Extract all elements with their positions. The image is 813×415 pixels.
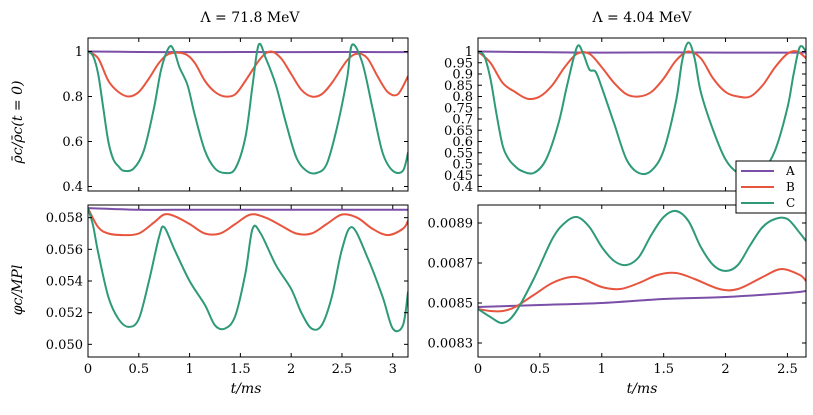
xlabel-right: t/ms [627,381,658,397]
y-tick-label: 1 [75,45,83,60]
legend: ABC [735,160,807,214]
series-b-line [478,50,806,101]
y-tick-label: 1 [465,45,473,60]
series-c-line [88,207,408,333]
y-tick-label: 0.5 [452,158,473,173]
axes-frame [477,37,807,192]
x-tick-label: 2 [287,362,295,377]
x-tick-label: 0 [474,362,482,377]
series-a-line [88,207,408,211]
y-tick-label: 0.45 [444,169,473,184]
y-tick-label: 0.95 [444,56,473,71]
ylabel-top: ρ̄c/ρ̄c(t = 0) [10,81,26,165]
legend-label-b: B [786,180,795,194]
y-tick-label: 0.6 [62,135,83,150]
panel-top-right: 0.40.450.50.550.60.650.70.750.80.850.90.… [444,37,807,195]
xlabel-left: t/ms [231,381,262,397]
series-c-line [478,41,806,177]
y-tick-label: 0.052 [46,306,83,321]
y-tick-label: 0.4 [62,180,83,195]
axes-frame [87,204,409,358]
y-tick-label: 0.8 [62,90,83,105]
x-tick-label: 3 [389,362,397,377]
title-left: Λ = 71.8 MeV [199,10,300,26]
y-tick-label: 0.0089 [428,217,474,232]
y-tick-label: 0.75 [444,101,473,116]
y-tick-label: 0.0083 [428,337,474,352]
y-tick-label: 0.058 [46,211,83,226]
y-tick-label: 0.65 [444,124,473,139]
axes-frame [87,37,409,192]
y-tick-label: 0.8 [452,90,473,105]
legend-label-a: A [785,164,795,178]
x-tick-label: 2 [721,362,729,377]
series-b-line [478,267,806,313]
y-tick-label: 0.0087 [428,257,474,272]
legend-label-c: C [786,196,795,210]
panel-bottom-left: 0 0.5 1 1.5 2 2.5 3 0.050 0.052 0.054 0.056 0.058 [46,204,409,377]
y-tick-label: 0.9 [452,68,473,83]
series-b-line [88,207,408,237]
y-tick-label: 0.4 [452,180,473,195]
series-c-line [88,42,408,175]
y-tick-label: 0.55 [444,146,473,161]
x-tick-label: 0 [84,362,92,377]
x-tick-label: 1.5 [230,362,251,377]
x-tick-label: 1 [598,362,606,377]
y-tick-label: 0.056 [46,243,83,258]
title-right: Λ = 4.04 MeV [591,10,692,26]
series-b-line [88,50,408,98]
x-tick-label: 1 [185,362,193,377]
x-tick-label: 2.5 [777,362,798,377]
series-a-line [478,290,806,308]
series-a-line [478,50,806,54]
y-tick-label: 0.054 [46,275,83,290]
y-tick-label: 0.6 [452,135,473,150]
y-tick-label: 0.050 [46,338,83,353]
y-tick-label: 0.0085 [428,297,474,312]
x-tick-label: 0.5 [530,362,551,377]
ylabel-bottom: φc/MPl [10,265,26,316]
x-tick-label: 0.5 [128,362,149,377]
panel-bottom-right: 0 0.5 1 1.5 2 2.5 0.0083 0.0085 0.0087 0.0089 [428,204,807,377]
panel-top-left: 0.4 0.6 0.8 1 [62,37,409,195]
x-tick-label: 1.5 [653,362,674,377]
x-tick-label: 2.5 [332,362,353,377]
series-c-line [478,209,806,325]
series-a-line [88,50,408,54]
y-tick-label: 0.85 [444,79,473,94]
axes-frame [477,204,807,358]
y-tick-label: 0.7 [452,113,473,128]
